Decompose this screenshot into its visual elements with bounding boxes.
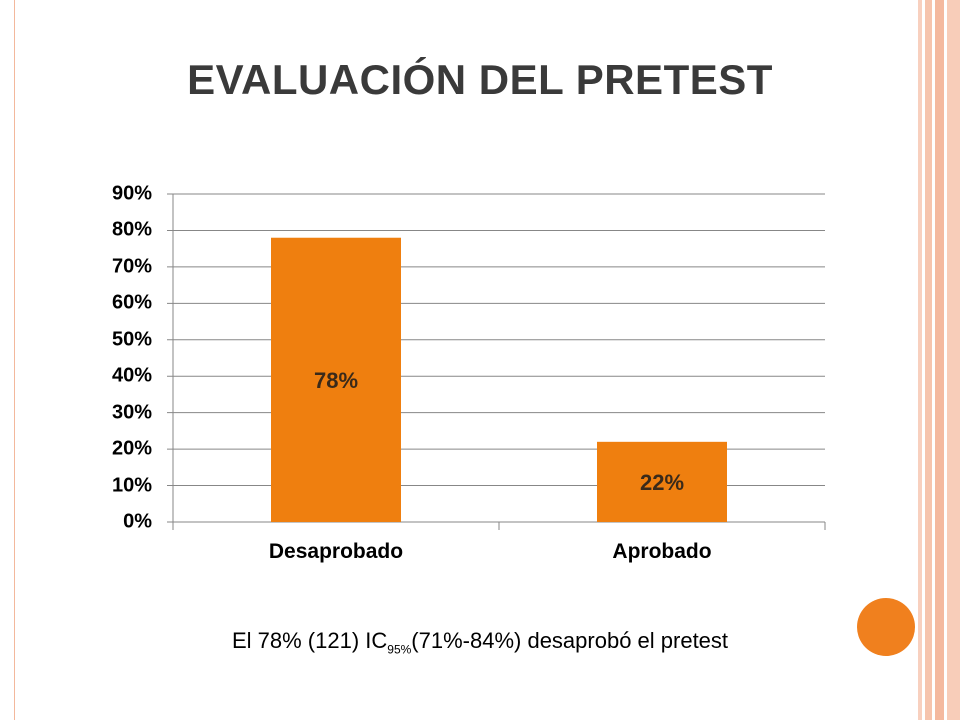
- slide-title: EVALUACIÓN DEL PRETEST: [187, 56, 773, 103]
- y-tick-label: 90%: [111, 182, 152, 205]
- y-tick-label: 10%: [111, 474, 152, 497]
- slide-frame-stripe: [935, 0, 944, 720]
- slide-frame-stripe: [918, 0, 922, 720]
- bar-data-label: 22%: [640, 470, 684, 495]
- decorative-circle: [857, 598, 915, 656]
- y-tick-label: 80%: [111, 218, 152, 241]
- y-tick-label: 50%: [111, 328, 152, 351]
- x-category-label: Aprobado: [612, 540, 712, 563]
- x-category-label: Desaprobado: [268, 540, 404, 563]
- caption-subscript: 95%: [387, 642, 412, 657]
- bar-data-label: 78%: [314, 368, 358, 393]
- y-tick-label: 30%: [111, 401, 152, 424]
- bar: [597, 441, 727, 522]
- caption-suffix: (71%-84%) desaprobó el pretest: [411, 628, 729, 653]
- y-tick-label: 40%: [111, 364, 152, 387]
- slide-frame-left-line: [14, 0, 15, 720]
- y-tick-label: 0%: [123, 510, 152, 533]
- slide-caption: El 78% (121) IC95%(71%-84%) desaprobó el…: [0, 628, 960, 656]
- slide-frame-stripe: [925, 0, 932, 720]
- slide-frame-stripe: [947, 0, 960, 720]
- y-tick-label: 70%: [111, 255, 152, 278]
- bar: [271, 237, 401, 522]
- caption-prefix: El 78% (121) IC: [231, 628, 388, 653]
- y-tick-label: 60%: [111, 291, 152, 314]
- y-tick-label: 20%: [111, 437, 152, 460]
